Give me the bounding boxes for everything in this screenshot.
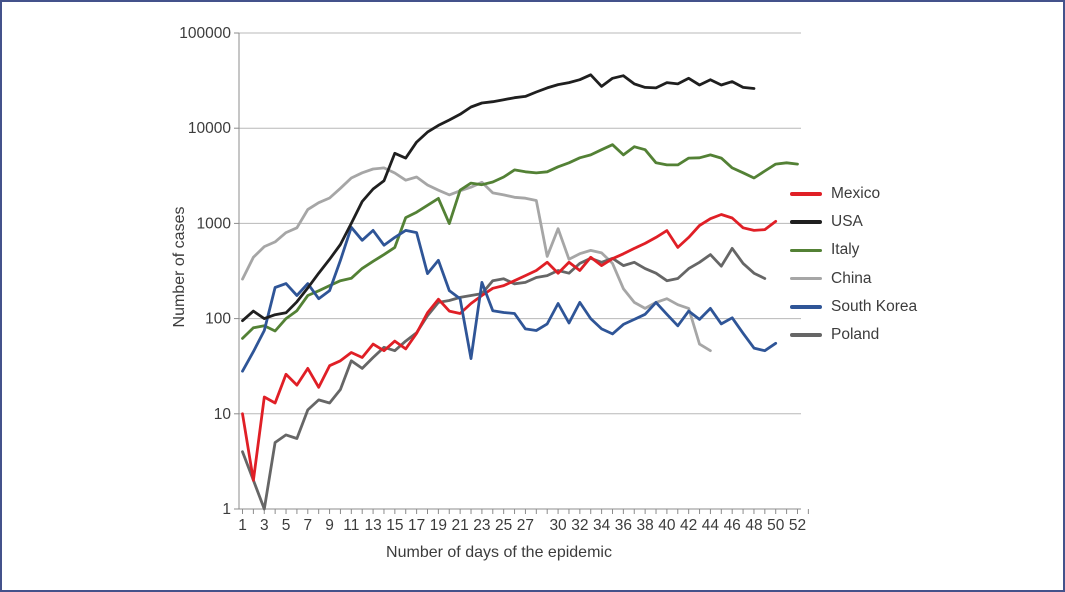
x-tick-label: 15 (386, 517, 403, 534)
legend-item-usa: USA (790, 213, 863, 231)
x-tick-label: 52 (789, 517, 806, 534)
series-line-italy (241, 143, 799, 340)
x-tick-label: 25 (495, 517, 512, 534)
x-tick-label: 46 (724, 517, 741, 534)
legend-item-mexico: Mexico (790, 185, 880, 203)
x-tick-label: 40 (658, 517, 676, 534)
legend-item-china: China (790, 270, 872, 288)
x-tick-label: 32 (571, 517, 588, 534)
legend-color-italy (790, 248, 822, 253)
x-tick-label: 48 (745, 517, 762, 534)
legend-item-poland: Poland (790, 326, 879, 344)
legend-label-poland: Poland (831, 326, 880, 343)
x-tick-label: 1 (238, 517, 247, 534)
y-tick-label: 10000 (188, 120, 231, 137)
series-line-mexico (241, 213, 778, 482)
x-tick-label: 50 (767, 517, 785, 534)
x-tick-label: 7 (303, 517, 312, 534)
legend-label-mexico: Mexico (831, 185, 881, 202)
x-tick-label: 34 (593, 517, 611, 534)
legend-item-italy: Italy (790, 241, 859, 259)
series-line-poland (241, 247, 767, 511)
legend-color-poland (790, 333, 822, 337)
x-tick-label: 42 (680, 517, 697, 534)
x-tick-label: 19 (430, 517, 447, 534)
legend-color-china (790, 276, 822, 281)
x-tick-label: 13 (364, 517, 381, 534)
legend-color-mexico (790, 192, 822, 196)
x-tick-label: 38 (637, 517, 654, 534)
x-tick-label: 36 (615, 517, 632, 534)
legend-color-south-korea (790, 305, 822, 309)
x-tick-label: 17 (408, 517, 425, 534)
y-tick-label: 1 (222, 501, 231, 518)
x-tick-label: 23 (473, 517, 490, 534)
y-tick-label: 1000 (197, 215, 232, 232)
x-tick-label: 21 (452, 517, 469, 534)
series-line-usa (241, 73, 756, 323)
x-tick-label: 27 (517, 517, 534, 534)
x-tick-label: 9 (325, 517, 334, 534)
y-tick-label: 100000 (179, 25, 231, 42)
x-tick-label: 11 (343, 517, 359, 534)
x-tick-label: 3 (260, 517, 269, 534)
legend-color-usa (790, 220, 822, 224)
series-line-south-korea (241, 225, 778, 373)
legend-item-south-korea: South Korea (790, 298, 917, 316)
legend-label-usa: USA (831, 213, 863, 231)
y-tick-label: 100 (205, 311, 231, 328)
x-tick-label: 5 (282, 517, 291, 534)
x-tick-label: 44 (702, 517, 720, 534)
legend-label-italy: Italy (831, 241, 860, 259)
y-axis-title: Number of cases (171, 206, 188, 328)
y-tick-label: 10 (214, 406, 232, 423)
legend-label-china: China (831, 269, 872, 287)
x-tick-label: 30 (549, 517, 567, 534)
legend-label-south-korea: South Korea (831, 297, 918, 315)
x-axis-title: Number of days of the epidemic (386, 544, 612, 561)
